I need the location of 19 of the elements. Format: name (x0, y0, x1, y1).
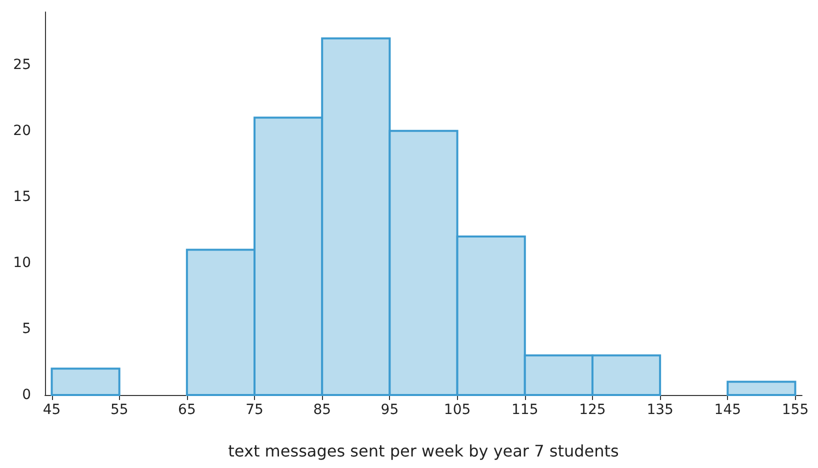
x-tick-label: 75 (246, 402, 264, 418)
y-tick-label: 0 (22, 387, 31, 403)
y-tick-label: 25 (13, 56, 31, 73)
y-tick-label: 15 (13, 188, 31, 205)
y-tick-label: 5 (22, 320, 31, 337)
y-tick-label: 10 (13, 254, 31, 271)
x-tick-label: 105 (444, 402, 471, 418)
x-tick-label: 145 (714, 402, 742, 418)
x-tick-label: 155 (782, 402, 809, 418)
x-tick-label: 115 (512, 402, 538, 418)
x-tick-label: 55 (110, 402, 128, 418)
y-tick-label: 20 (13, 122, 31, 139)
x-tick-label: 85 (313, 402, 332, 418)
x-tick-label: 65 (178, 402, 196, 418)
x-tick-label: 125 (579, 402, 606, 418)
x-tick-label: 45 (42, 402, 61, 418)
x-axis-title: text messages sent per week by year 7 students (228, 442, 619, 460)
x-tick-label: 95 (380, 402, 399, 418)
x-tick-label: 135 (646, 402, 674, 418)
